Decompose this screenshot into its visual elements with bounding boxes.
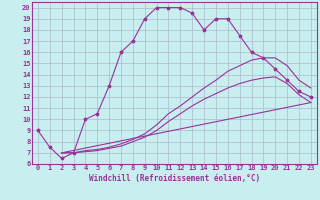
X-axis label: Windchill (Refroidissement éolien,°C): Windchill (Refroidissement éolien,°C) xyxy=(89,174,260,183)
